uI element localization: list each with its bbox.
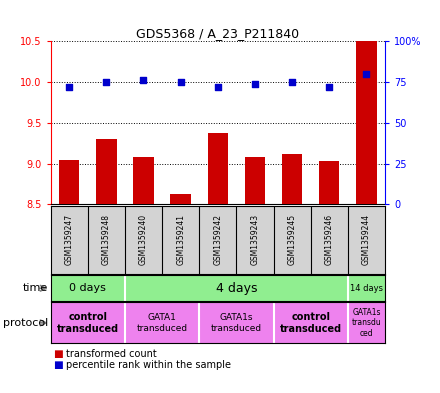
Text: GATA1s
transduced: GATA1s transduced <box>211 313 262 332</box>
Text: time: time <box>23 283 48 293</box>
Bar <box>356 0 377 204</box>
Bar <box>133 157 154 204</box>
Text: 4 days: 4 days <box>216 282 257 295</box>
Text: GSM1359240: GSM1359240 <box>139 214 148 266</box>
Text: GATA1s
transdu
ced: GATA1s transdu ced <box>352 308 381 338</box>
Text: control
transduced: control transduced <box>57 312 119 334</box>
Bar <box>208 132 228 204</box>
Bar <box>282 154 302 204</box>
Text: GSM1359245: GSM1359245 <box>288 214 297 266</box>
Bar <box>125 275 348 301</box>
Text: ■: ■ <box>53 349 62 360</box>
Bar <box>125 302 199 343</box>
Bar <box>348 275 385 301</box>
Point <box>363 71 370 77</box>
Point <box>326 84 333 90</box>
Point <box>177 79 184 85</box>
Bar <box>199 302 274 343</box>
Text: 0 days: 0 days <box>70 283 106 293</box>
Point <box>251 81 258 87</box>
Title: GDS5368 / A_23_P211840: GDS5368 / A_23_P211840 <box>136 27 299 40</box>
Text: GSM1359248: GSM1359248 <box>102 215 111 265</box>
Text: 14 days: 14 days <box>350 284 383 293</box>
Text: GSM1359242: GSM1359242 <box>213 215 222 265</box>
Point <box>289 79 296 85</box>
Text: percentile rank within the sample: percentile rank within the sample <box>66 360 231 370</box>
Text: GSM1359241: GSM1359241 <box>176 215 185 265</box>
Bar <box>274 302 348 343</box>
Bar <box>51 302 125 343</box>
Point <box>66 84 73 90</box>
Bar <box>319 161 340 204</box>
Point <box>103 79 110 85</box>
Text: GSM1359246: GSM1359246 <box>325 214 334 266</box>
Text: GSM1359247: GSM1359247 <box>65 214 73 266</box>
Bar <box>96 139 117 204</box>
Bar <box>51 275 125 301</box>
Text: GSM1359243: GSM1359243 <box>250 214 260 266</box>
Point <box>214 84 221 90</box>
Text: control
transduced: control transduced <box>280 312 342 334</box>
Bar <box>59 160 79 204</box>
Bar <box>348 302 385 343</box>
Text: transformed count: transformed count <box>66 349 157 360</box>
Bar <box>170 194 191 204</box>
Point <box>140 77 147 84</box>
Text: ■: ■ <box>53 360 62 370</box>
Text: protocol: protocol <box>3 318 48 328</box>
Text: GATA1
transduced: GATA1 transduced <box>136 313 187 332</box>
Bar <box>245 157 265 204</box>
Text: GSM1359244: GSM1359244 <box>362 214 371 266</box>
